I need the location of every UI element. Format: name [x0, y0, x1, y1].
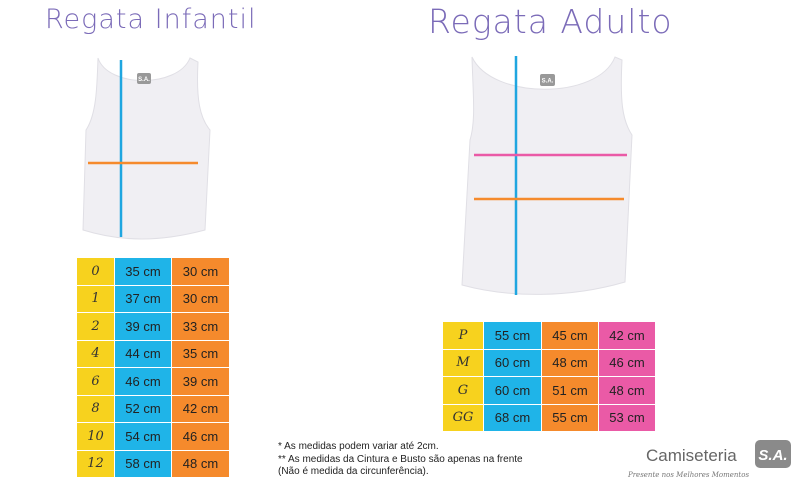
measure-cell: 55 cm	[542, 404, 599, 432]
note: * As medidas podem variar até 2cm.	[278, 441, 439, 452]
adult-shirt	[461, 56, 633, 295]
adult-badge-text: S.A.	[542, 79, 554, 85]
size-cell: G	[443, 377, 484, 405]
measure-cell: 48 cm	[542, 349, 599, 377]
measure-cell: 48 cm	[172, 450, 230, 478]
measure-cell: 35 cm	[172, 340, 230, 368]
measure-cell: 35 cm	[115, 258, 172, 286]
measure-cell: 54 cm	[115, 423, 172, 451]
size-cell: P	[443, 322, 484, 350]
measure-cell: 30 cm	[172, 258, 230, 286]
logo-name: Camiseteria	[646, 446, 737, 465]
kids-badge	[137, 73, 151, 84]
size-cell: 12	[77, 450, 115, 478]
kids-table: 0 35 cm 30 cm 1 37 cm 30 cm 2 39 cm 33 cm 4 44 cm 3…	[77, 258, 230, 478]
measure-cell: 60 cm	[484, 377, 542, 405]
note: ** As medidas da Cintura e Busto são ape…	[278, 454, 523, 477]
measure-cell: 46 cm	[172, 423, 230, 451]
size-cell: 4	[77, 340, 115, 368]
kids-badge-text: S.A.	[138, 77, 150, 83]
adult-table: P 55 cm 45 cm 42 cm M 60 cm 48 cm 46 cm G 60 cm 51…	[443, 322, 656, 432]
measure-cell: 48 cm	[599, 377, 656, 405]
measure-cell: 37 cm	[115, 285, 172, 313]
adult-title: Regata Adulto	[428, 2, 673, 41]
size-cell: GG	[443, 404, 484, 432]
measure-cell: 68 cm	[484, 404, 542, 432]
size-cell: 10	[77, 423, 115, 451]
size-cell: M	[443, 349, 484, 377]
measure-cell: 42 cm	[172, 395, 230, 423]
measure-cell: 30 cm	[172, 285, 230, 313]
kids-shirt	[82, 57, 211, 240]
size-cell: 8	[77, 395, 115, 423]
kids-title: Regata Infantil	[45, 4, 257, 35]
measure-cell: 44 cm	[115, 340, 172, 368]
measure-cell: 51 cm	[542, 377, 599, 405]
size-cell: 1	[77, 285, 115, 313]
size-cell: 6	[77, 368, 115, 396]
measure-cell: 33 cm	[172, 313, 230, 341]
logo-tagline: Presente nos Melhores Momentos	[627, 471, 749, 479]
size-cell: 0	[77, 258, 115, 286]
adult-badge	[540, 74, 555, 86]
size-cell: 2	[77, 313, 115, 341]
measure-cell: 52 cm	[115, 395, 172, 423]
measure-cell: 53 cm	[599, 404, 656, 432]
measure-cell: 42 cm	[599, 322, 656, 350]
measure-cell: 46 cm	[599, 349, 656, 377]
measure-cell: 46 cm	[115, 368, 172, 396]
measure-cell: 45 cm	[542, 322, 599, 350]
measure-cell: 58 cm	[115, 450, 172, 478]
logo-badge	[755, 440, 791, 468]
logo-badge-text: S.A.	[758, 447, 787, 464]
measure-cell: 39 cm	[172, 368, 230, 396]
measure-cell: 55 cm	[484, 322, 542, 350]
measure-cell: 39 cm	[115, 313, 172, 341]
measure-cell: 60 cm	[484, 349, 542, 377]
